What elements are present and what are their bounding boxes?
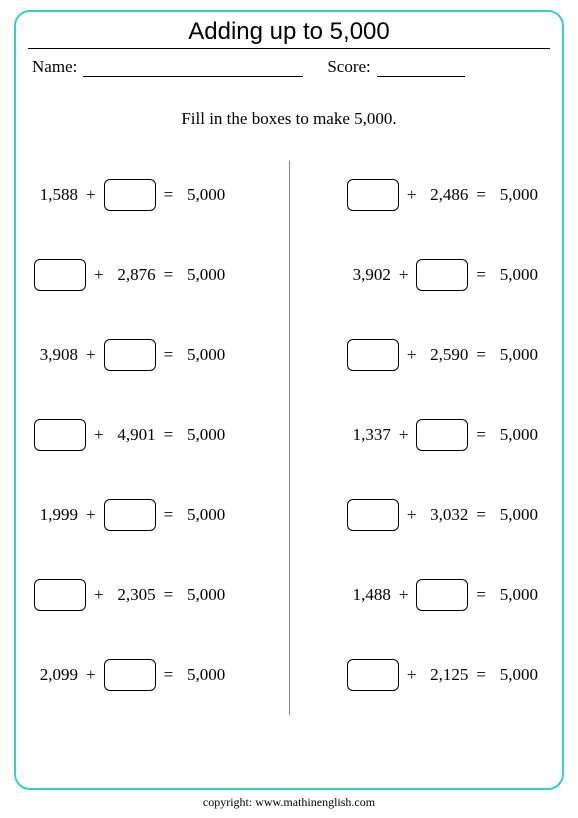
- answer-box[interactable]: [34, 259, 86, 291]
- target-number: 5,000: [181, 265, 225, 285]
- plus-sign: +: [86, 185, 96, 205]
- known-number: 3,032: [424, 505, 468, 525]
- known-number: 1,999: [34, 505, 78, 525]
- known-number: 3,902: [347, 265, 391, 285]
- problem-row: 1,488 + = 5,000: [294, 555, 545, 635]
- problem-columns: 1,588+=5,000+2,876=5,0003,908+=5,000+4,9…: [14, 155, 564, 715]
- known-number: 2,486: [424, 185, 468, 205]
- equals-sign: =: [164, 425, 174, 445]
- copyright-text: copyright: www.mathinenglish.com: [0, 795, 578, 810]
- target-number: 5,000: [181, 345, 225, 365]
- target-number: 5,000: [494, 425, 538, 445]
- problem-row: +4,901 = 5,000: [34, 395, 285, 475]
- answer-box[interactable]: [104, 659, 156, 691]
- known-number: 1,588: [34, 185, 78, 205]
- column-divider: [289, 161, 290, 715]
- answer-box[interactable]: [347, 339, 399, 371]
- left-column: 1,588+=5,000+2,876=5,0003,908+=5,000+4,9…: [34, 155, 285, 715]
- answer-box[interactable]: [104, 499, 156, 531]
- equals-sign: =: [164, 345, 174, 365]
- target-number: 5,000: [181, 185, 225, 205]
- known-number: 4,901: [112, 425, 156, 445]
- equals-sign: =: [164, 505, 174, 525]
- target-number: 5,000: [494, 345, 538, 365]
- known-number: 1,488: [347, 585, 391, 605]
- problem-row: 3,902 + = 5,000: [294, 235, 545, 315]
- plus-sign: +: [86, 665, 96, 685]
- title-underline: [28, 48, 550, 49]
- plus-sign: +: [399, 265, 409, 285]
- instruction-text: Fill in the boxes to make 5,000.: [14, 109, 564, 129]
- known-number: 2,099: [34, 665, 78, 685]
- target-number: 5,000: [494, 185, 538, 205]
- known-number: 2,876: [112, 265, 156, 285]
- answer-box[interactable]: [416, 419, 468, 451]
- target-number: 5,000: [181, 665, 225, 685]
- answer-box[interactable]: [104, 179, 156, 211]
- plus-sign: +: [407, 185, 417, 205]
- known-number: 2,125: [424, 665, 468, 685]
- equals-sign: =: [164, 265, 174, 285]
- known-number: 2,305: [112, 585, 156, 605]
- equals-sign: =: [476, 585, 486, 605]
- target-number: 5,000: [181, 585, 225, 605]
- equals-sign: =: [476, 185, 486, 205]
- equals-sign: =: [476, 345, 486, 365]
- name-input-line[interactable]: [83, 59, 303, 77]
- answer-box[interactable]: [347, 659, 399, 691]
- score-label: Score:: [327, 57, 370, 77]
- plus-sign: +: [407, 665, 417, 685]
- score-input-line[interactable]: [377, 59, 465, 77]
- answer-box[interactable]: [416, 579, 468, 611]
- answer-box[interactable]: [34, 419, 86, 451]
- equals-sign: =: [476, 265, 486, 285]
- target-number: 5,000: [494, 665, 538, 685]
- plus-sign: +: [407, 505, 417, 525]
- answer-box[interactable]: [34, 579, 86, 611]
- problem-row: 2,099 + = 5,000: [34, 635, 285, 715]
- answer-box[interactable]: [347, 499, 399, 531]
- plus-sign: +: [86, 505, 96, 525]
- equals-sign: =: [164, 185, 174, 205]
- known-number: 1,337: [347, 425, 391, 445]
- problem-row: +2,590 = 5,000: [294, 315, 545, 395]
- problem-row: 3,908 + = 5,000: [34, 315, 285, 395]
- answer-box[interactable]: [416, 259, 468, 291]
- answer-box[interactable]: [104, 339, 156, 371]
- plus-sign: +: [86, 345, 96, 365]
- target-number: 5,000: [494, 585, 538, 605]
- target-number: 5,000: [494, 505, 538, 525]
- plus-sign: +: [407, 345, 417, 365]
- worksheet-page: Adding up to 5,000 Name: Score: Fill in …: [14, 10, 564, 790]
- target-number: 5,000: [494, 265, 538, 285]
- equals-sign: =: [476, 505, 486, 525]
- equals-sign: =: [164, 585, 174, 605]
- plus-sign: +: [94, 425, 104, 445]
- name-label: Name:: [32, 57, 77, 77]
- problem-row: 1,999 + = 5,000: [34, 475, 285, 555]
- answer-box[interactable]: [347, 179, 399, 211]
- meta-row: Name: Score:: [14, 57, 564, 87]
- worksheet-title: Adding up to 5,000: [14, 18, 564, 46]
- target-number: 5,000: [181, 505, 225, 525]
- right-column: +2,486=5,0003,902+=5,000+2,590=5,0001,33…: [294, 155, 545, 715]
- known-number: 2,590: [424, 345, 468, 365]
- problem-row: 1,337 + = 5,000: [294, 395, 545, 475]
- problem-row: +3,032 = 5,000: [294, 475, 545, 555]
- plus-sign: +: [399, 585, 409, 605]
- plus-sign: +: [94, 265, 104, 285]
- known-number: 3,908: [34, 345, 78, 365]
- problem-row: +2,125 = 5,000: [294, 635, 545, 715]
- problem-row: +2,486 = 5,000: [294, 155, 545, 235]
- equals-sign: =: [476, 665, 486, 685]
- plus-sign: +: [94, 585, 104, 605]
- problem-row: +2,305 = 5,000: [34, 555, 285, 635]
- equals-sign: =: [164, 665, 174, 685]
- problem-row: 1,588 + = 5,000: [34, 155, 285, 235]
- target-number: 5,000: [181, 425, 225, 445]
- problem-row: +2,876 = 5,000: [34, 235, 285, 315]
- plus-sign: +: [399, 425, 409, 445]
- equals-sign: =: [476, 425, 486, 445]
